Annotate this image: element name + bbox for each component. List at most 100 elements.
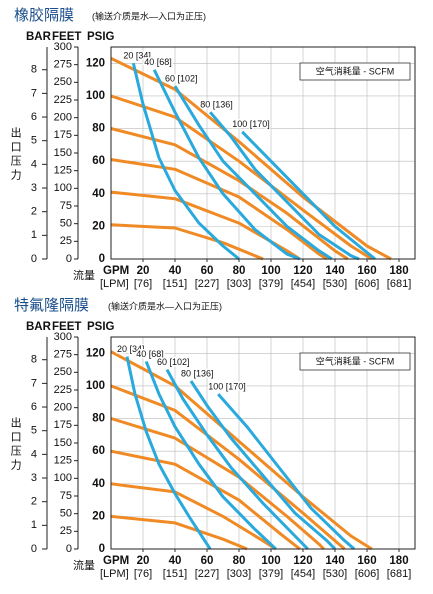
x2-tick-label: [606] [355,278,379,290]
curve-label: 100 [170] [208,381,246,391]
x-tick-label: 40 [169,265,182,277]
x2-tick-label: [76] [134,278,152,290]
curve [144,360,277,551]
y3-tick-label: 4 [31,158,37,170]
chart-subtitle: (输送介质是水—入口为正压) [108,300,222,311]
x-tick-label: 120 [293,555,312,567]
y3-tick-label: 0 [31,253,37,265]
curve [110,223,264,261]
legend-title: 空气消耗量 - SCFM [316,65,395,76]
x-tick-label: 140 [325,555,344,567]
x2-tick-label: [606] [355,568,379,580]
x2-tick-label: [227] [195,278,219,290]
y2-tick-label: 200 [54,112,72,124]
curve-label: 20 [34] [117,344,145,354]
y2-tick-label: 175 [54,129,72,141]
x2-tick-label: [454] [291,568,315,580]
curve-label: 60 [102] [157,357,190,367]
curve [165,368,309,551]
y3-tick-label: 4 [31,448,37,460]
x-tick-label: 100 [261,555,280,567]
y-tick-label: 100 [86,380,105,392]
x-tick-label: 20 [137,265,150,277]
x-tick-label: 160 [357,265,376,277]
chart-title: 橡胶隔膜 [14,6,74,24]
x2-tick-label: [303] [227,278,251,290]
curve [189,380,337,551]
axis-title: BAR [26,31,52,43]
y3-tick-label: 2 [31,206,37,218]
x-unit: GPM [103,555,129,567]
axis-title: FEET [52,321,81,333]
y3-tick-label: 8 [31,354,37,366]
y-axis-label: 出口压力 [9,416,22,473]
y-tick-label: 20 [92,510,105,522]
y2-tick-label: 200 [54,402,72,414]
y-tick-label: 60 [92,155,105,167]
y-tick-label: 100 [86,90,105,102]
y3-tick-label: 7 [31,377,37,389]
axis-title: FEET [52,31,81,43]
y3-tick-label: 3 [31,182,37,194]
y-tick-label: 40 [92,478,105,490]
y2-tick-label: 275 [54,59,72,71]
curve-label: 80 [136] [181,368,214,378]
y2-tick-label: 100 [54,472,72,484]
y2-tick-label: 50 [60,508,72,520]
y-tick-label: 0 [99,253,105,265]
x2-tick-label: [681] [387,278,411,290]
x2-unit: [LPM] [100,568,129,580]
curve [131,62,240,261]
x-tick-label: 160 [357,555,376,567]
y2-tick-label: 0 [66,253,72,265]
axis-title: PSIG [87,321,115,333]
curve [241,130,376,261]
legend-box [299,352,411,371]
curve [217,393,356,551]
y2-tick-label: 125 [54,455,72,467]
x-tick-label: 40 [169,555,182,567]
x-unit: GPM [103,265,129,277]
x2-tick-label: [379] [259,568,283,580]
x-tick-label: 60 [201,265,214,277]
curve [152,69,301,261]
y-tick-label: 0 [99,543,105,555]
x-tick-label: 60 [201,555,214,567]
curve-label: 40 [68] [144,57,172,67]
curve [110,482,277,551]
y2-tick-label: 150 [54,437,72,449]
y2-tick-label: 25 [60,525,72,537]
y3-tick-label: 1 [31,229,37,241]
x-tick-label: 80 [233,265,246,277]
y2-tick-label: 300 [54,41,72,53]
curve [110,514,248,551]
y3-tick-label: 5 [31,425,37,437]
curve [110,127,349,261]
curve-label: 40 [68] [136,349,164,359]
curve [110,449,301,551]
curve [110,417,325,551]
y2-tick-label: 175 [54,419,72,431]
y3-tick-label: 1 [31,519,37,531]
y2-tick-label: 225 [54,384,72,396]
plot-frame [110,336,416,550]
curve [110,350,373,551]
y-tick-label: 60 [92,445,105,457]
y2-tick-label: 300 [54,331,72,343]
y2-tick-label: 50 [60,218,72,230]
y2-tick-label: 100 [54,182,72,194]
y2-tick-label: 225 [54,94,72,106]
x-tick-label: 20 [137,555,150,567]
y-tick-label: 80 [92,413,105,425]
x2-tick-label: [530] [323,568,347,580]
curve-label: 60 [102] [165,74,198,84]
y-tick-label: 80 [92,123,105,135]
x2-tick-label: [379] [259,278,283,290]
x2-tick-label: [151] [163,568,187,580]
x-tick-label: 180 [389,555,408,567]
y3-tick-label: 2 [31,496,37,508]
x-tick-label: 100 [261,265,280,277]
curve [125,356,212,550]
chart-subtitle: (输送介质是水—入口为正压) [92,10,206,21]
